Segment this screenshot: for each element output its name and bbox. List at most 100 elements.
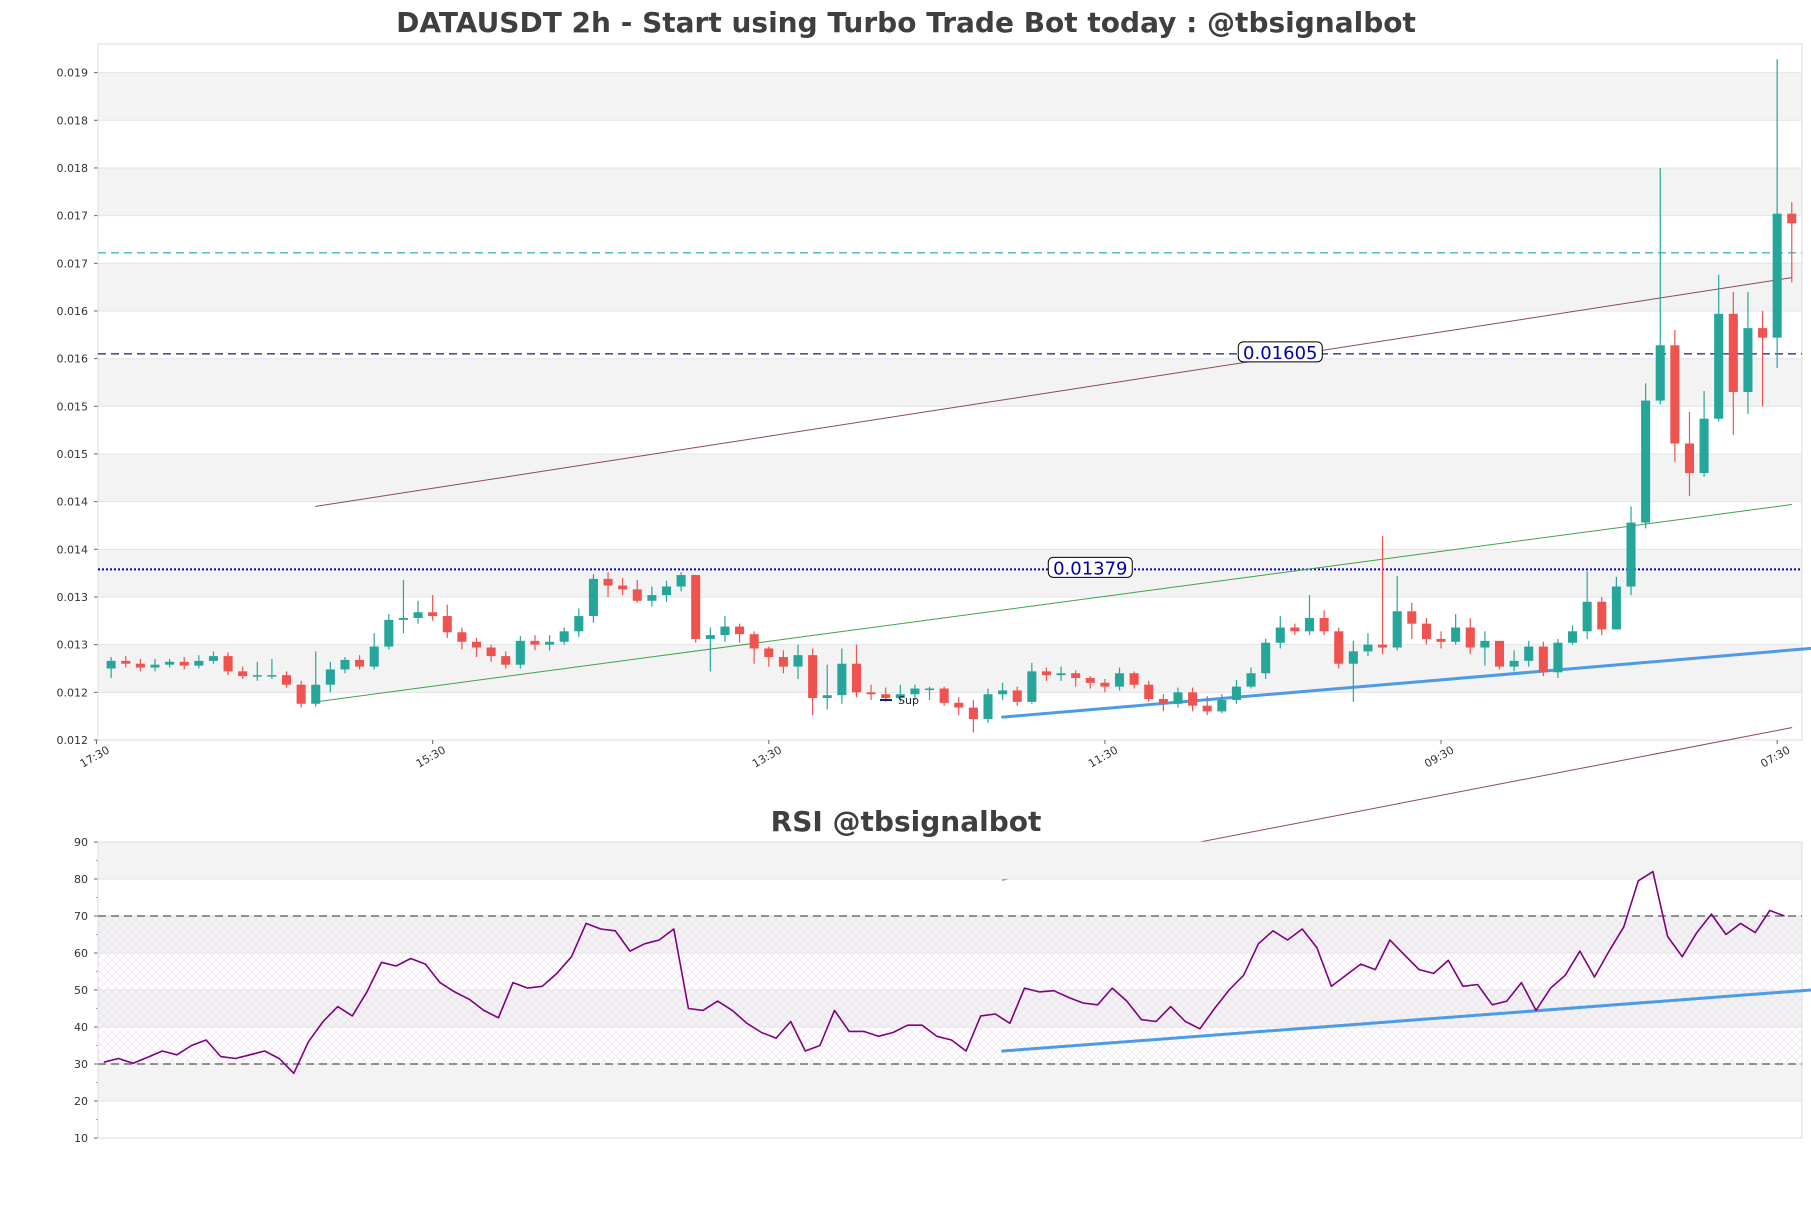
- candle-body: [1203, 706, 1212, 712]
- candle-body: [253, 675, 262, 677]
- candle-body: [384, 620, 393, 647]
- candle-body: [1115, 673, 1124, 686]
- candle-body: [881, 694, 890, 698]
- level-label: 0.01605: [1243, 343, 1317, 364]
- candle-body: [1188, 692, 1197, 705]
- price-tick-label: 0.018: [57, 162, 89, 175]
- candle-body: [1057, 673, 1066, 675]
- candle-body: [837, 664, 846, 695]
- rsi-tick-label: 10: [74, 1132, 88, 1145]
- price-tick-label: 0.013: [57, 639, 89, 652]
- candle-body: [340, 660, 349, 670]
- candle-body: [998, 690, 1007, 694]
- candle-body: [1217, 700, 1226, 711]
- candle-body: [1714, 314, 1723, 419]
- candle-body: [121, 661, 130, 664]
- candle-body: [326, 669, 335, 684]
- candle-body: [735, 627, 744, 635]
- candle-body: [1071, 673, 1080, 678]
- price-tick-label: 0.013: [57, 591, 89, 604]
- candle-body: [311, 685, 320, 704]
- candle-body: [1656, 345, 1665, 400]
- candle-body: [136, 664, 145, 668]
- price-tick-label: 0.016: [57, 353, 89, 366]
- candle-body: [224, 656, 233, 671]
- candle-body: [1086, 678, 1095, 683]
- candle-body: [852, 664, 861, 693]
- price-tick-label: 0.018: [57, 114, 89, 127]
- candle-body: [1130, 673, 1139, 684]
- legend-label: Sup: [898, 694, 919, 707]
- candle-body: [1437, 639, 1446, 642]
- price-tick-label: 0.017: [57, 257, 89, 270]
- candle-body: [1159, 699, 1168, 704]
- candle-body: [1787, 214, 1796, 224]
- candle-body: [691, 575, 700, 639]
- price-band: [98, 73, 1802, 121]
- candle-body: [1451, 627, 1460, 641]
- candle-body: [1583, 602, 1592, 632]
- candle-body: [1261, 643, 1270, 674]
- candle-body: [1407, 611, 1416, 623]
- price-tick-label: 0.016: [57, 305, 89, 318]
- candle-body: [545, 642, 554, 645]
- rsi-tick-label: 80: [74, 873, 88, 886]
- level-label: 0.01379: [1053, 558, 1127, 579]
- candle-body: [1641, 401, 1650, 523]
- candle-body: [370, 647, 379, 667]
- candle-body: [1173, 692, 1182, 703]
- candle-body: [1378, 645, 1387, 648]
- candle-body: [793, 655, 802, 666]
- candle-body: [297, 685, 306, 704]
- candle-body: [1670, 345, 1679, 443]
- candle-body: [1773, 214, 1782, 338]
- candle-body: [472, 642, 481, 648]
- main-chart-title: DATAUSDT 2h - Start using Turbo Trade Bo…: [396, 6, 1416, 39]
- candle-body: [618, 586, 627, 590]
- rsi-band: [98, 1064, 1802, 1101]
- candle-body: [764, 648, 773, 657]
- price-band: [98, 454, 1802, 502]
- candle-body: [457, 632, 466, 642]
- candle-body: [1612, 586, 1621, 629]
- candle-body: [662, 586, 671, 595]
- candle-body: [1626, 523, 1635, 587]
- candle-body: [1743, 328, 1752, 392]
- candle-body: [150, 665, 159, 668]
- price-tick-label: 0.017: [57, 210, 89, 223]
- candle-body: [1276, 627, 1285, 642]
- candle-body: [267, 675, 276, 677]
- rsi-tick-label: 70: [74, 910, 88, 923]
- candle-body: [1466, 627, 1475, 647]
- candle-body: [1232, 687, 1241, 700]
- candle-body: [1027, 671, 1036, 702]
- rsi-band: [98, 842, 1802, 879]
- candle-body: [808, 655, 817, 698]
- rsi-tick-label: 40: [74, 1021, 88, 1034]
- candle-body: [604, 579, 613, 586]
- candle-body: [1524, 647, 1533, 661]
- candle-body: [1758, 328, 1767, 338]
- rsi-tick-label: 20: [74, 1095, 88, 1108]
- candle-body: [706, 635, 715, 639]
- price-tick-label: 0.014: [57, 543, 89, 556]
- candle-body: [867, 692, 876, 694]
- candle-body: [238, 671, 247, 676]
- candle-body: [399, 618, 408, 620]
- candle-body: [1320, 618, 1329, 631]
- candle-body: [1480, 641, 1489, 648]
- candle-body: [983, 694, 992, 719]
- rsi-tick-label: 50: [74, 984, 88, 997]
- candle-body: [1539, 647, 1548, 673]
- candle-body: [1495, 641, 1504, 667]
- price-tick-label: 0.012: [57, 734, 89, 747]
- candle-body: [823, 695, 832, 698]
- candle-body: [501, 656, 510, 665]
- candle-body: [1422, 624, 1431, 639]
- candle-body: [954, 703, 963, 708]
- price-band: [98, 359, 1802, 407]
- candle-body: [1553, 643, 1562, 673]
- candle-body: [779, 657, 788, 667]
